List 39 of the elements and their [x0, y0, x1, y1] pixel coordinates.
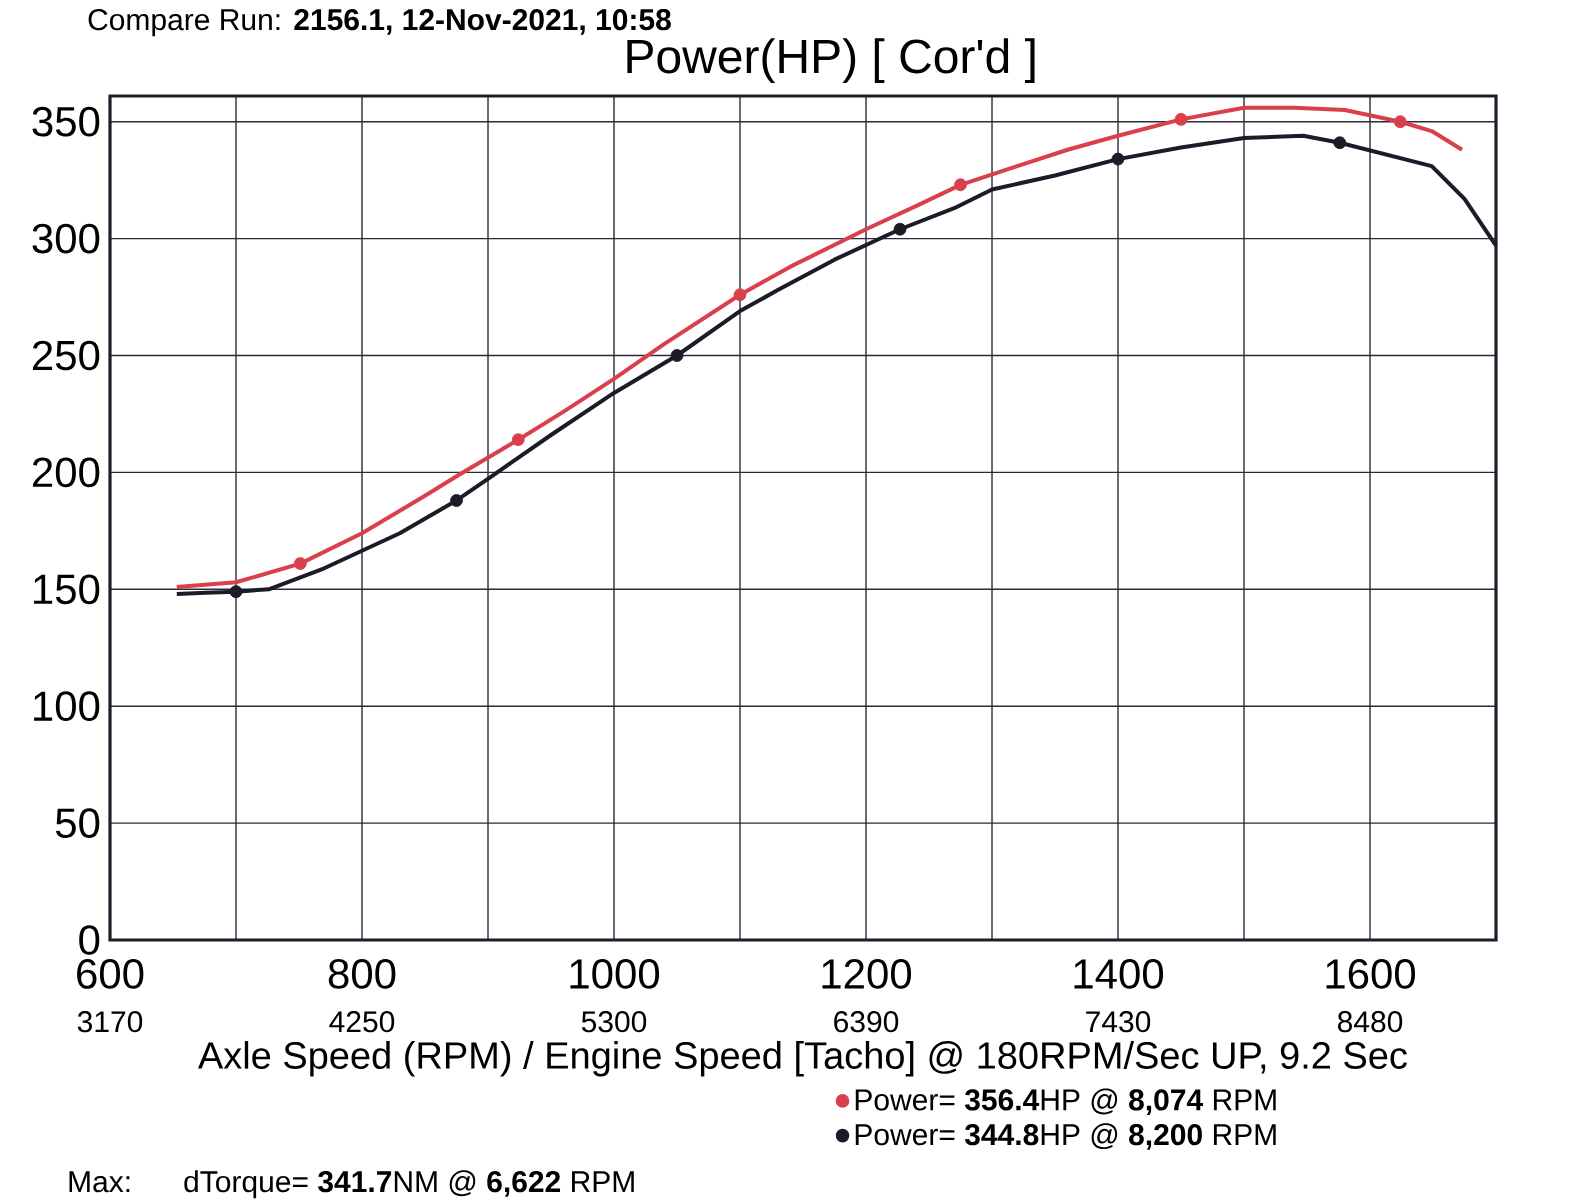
point — [1174, 112, 1188, 126]
y-tick-label: 0 — [79, 925, 100, 955]
x-tick-label: 800 — [328, 959, 396, 989]
chart-title: Power(HP) [ Cor'd ] — [627, 38, 1035, 83]
text: 5300 — [581, 1011, 647, 1033]
y-tick-label: 50 — [55, 808, 100, 838]
point — [1333, 136, 1347, 150]
point — [733, 288, 747, 302]
point — [511, 433, 525, 447]
x-tick-label: 1200 — [822, 959, 912, 989]
text: Compare Run: 2156.1, 12-Nov-2021, 10:58 — [88, 9, 671, 37]
text: 7430 — [1086, 1011, 1151, 1033]
point — [670, 349, 684, 362]
point — [893, 222, 907, 236]
text: dTorque= 341.7NM @ 6,622 RPM — [184, 1170, 634, 1199]
text: 6390 — [834, 1011, 899, 1033]
point — [1393, 115, 1407, 129]
x-axis-title: Axle Speed (RPM) / Engine Speed [Tacho] @ 180RPM/Sec UP, 9.2 Sec — [197, 1041, 1407, 1077]
point — [450, 494, 463, 507]
x-tick-label: 600 — [77, 959, 144, 989]
legend-label: Power= 356.4HP @ 8,074 RPM — [855, 1088, 1276, 1115]
x-tick-label: 1600 — [1326, 959, 1416, 989]
x-tick-label: 1000 — [570, 959, 660, 989]
point — [229, 585, 243, 599]
point — [954, 178, 967, 192]
text: 8480 — [1337, 1011, 1403, 1033]
point — [293, 557, 307, 570]
point — [1111, 152, 1125, 166]
y-tick-label: 250 — [32, 340, 100, 371]
y-tick-label: 100 — [34, 691, 100, 722]
x-tick-label: 1400 — [1074, 959, 1164, 989]
y-tick-label: 200 — [32, 457, 100, 488]
y-tick-label: 300 — [32, 223, 100, 254]
text: 3170 — [77, 1011, 143, 1033]
y-tick-label: 150 — [34, 574, 100, 605]
text: Max: — [69, 1171, 130, 1193]
y-tick-label: 350 — [32, 106, 100, 137]
text: 4250 — [329, 1011, 395, 1033]
legend-label: Power= 344.8HP @ 8,200 RPM — [855, 1123, 1276, 1150]
